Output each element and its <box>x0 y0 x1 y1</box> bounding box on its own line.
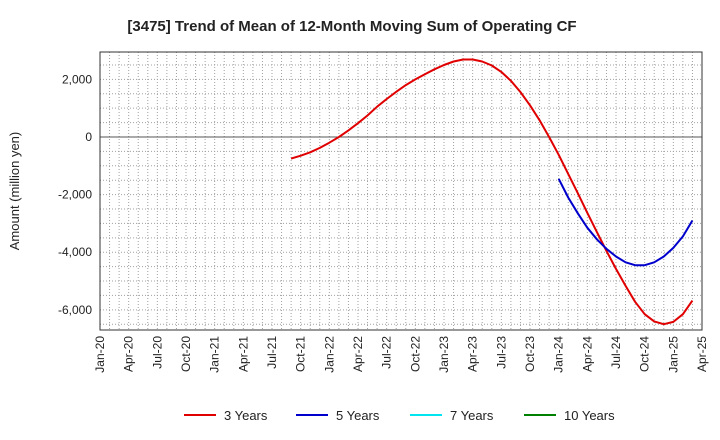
y-tick-label: -2,000 <box>58 188 92 202</box>
legend-label: 3 Years <box>224 408 268 423</box>
x-tick-label: Oct-20 <box>179 336 193 372</box>
x-tick-label: Oct-24 <box>638 336 652 372</box>
chart-title: [3475] Trend of Mean of 12-Month Moving … <box>127 18 576 35</box>
y-tick-label: -4,000 <box>58 245 92 259</box>
y-tick-label: 2,000 <box>62 72 92 86</box>
x-tick-label: Jul-24 <box>609 336 623 369</box>
x-tick-label: Apr-25 <box>695 336 709 372</box>
legend-label: 7 Years <box>450 408 494 423</box>
x-tick-label: Jul-23 <box>494 336 508 369</box>
legend-label: 5 Years <box>336 408 380 423</box>
x-tick-label: Apr-22 <box>351 336 365 372</box>
legend: 3 Years 5 Years 7 Years 10 Years <box>184 408 615 423</box>
y-tick-label: 0 <box>85 130 92 144</box>
y-axis-ticks: 2,000 0 -2,000 -4,000 -6,000 <box>58 72 92 316</box>
x-tick-label: Apr-24 <box>580 336 594 372</box>
grid <box>99 52 703 330</box>
series-line-5-years <box>557 178 694 267</box>
plot-area-frame <box>99 51 703 331</box>
x-tick-label: Jan-21 <box>208 336 222 373</box>
x-tick-label: Jan-24 <box>552 336 566 373</box>
series-lines <box>290 58 694 326</box>
x-tick-label: Jan-22 <box>322 336 336 373</box>
x-tick-label: Jul-21 <box>265 336 279 369</box>
legend-label: 10 Years <box>564 408 615 423</box>
x-tick-label: Jan-25 <box>666 336 680 373</box>
x-tick-label: Jan-20 <box>93 336 107 373</box>
x-tick-label: Oct-21 <box>294 336 308 372</box>
x-tick-label: Jul-22 <box>380 336 394 369</box>
x-tick-label: Apr-21 <box>236 336 250 372</box>
y-tick-label: -6,000 <box>58 303 92 317</box>
x-tick-label: Oct-22 <box>408 336 422 372</box>
x-tick-label: Jan-23 <box>437 336 451 373</box>
x-tick-label: Apr-23 <box>466 336 480 372</box>
x-tick-label: Apr-20 <box>122 336 136 372</box>
x-axis-ticks: Jan-20 Apr-20 Jul-20 Oct-20 Jan-21 Apr-21 Jul-… <box>93 336 709 373</box>
x-tick-label: Jul-20 <box>150 336 164 369</box>
series-line-3-years <box>290 58 694 326</box>
x-tick-label: Oct-23 <box>523 336 537 372</box>
y-axis-label: Amount (million yen) <box>7 132 22 251</box>
